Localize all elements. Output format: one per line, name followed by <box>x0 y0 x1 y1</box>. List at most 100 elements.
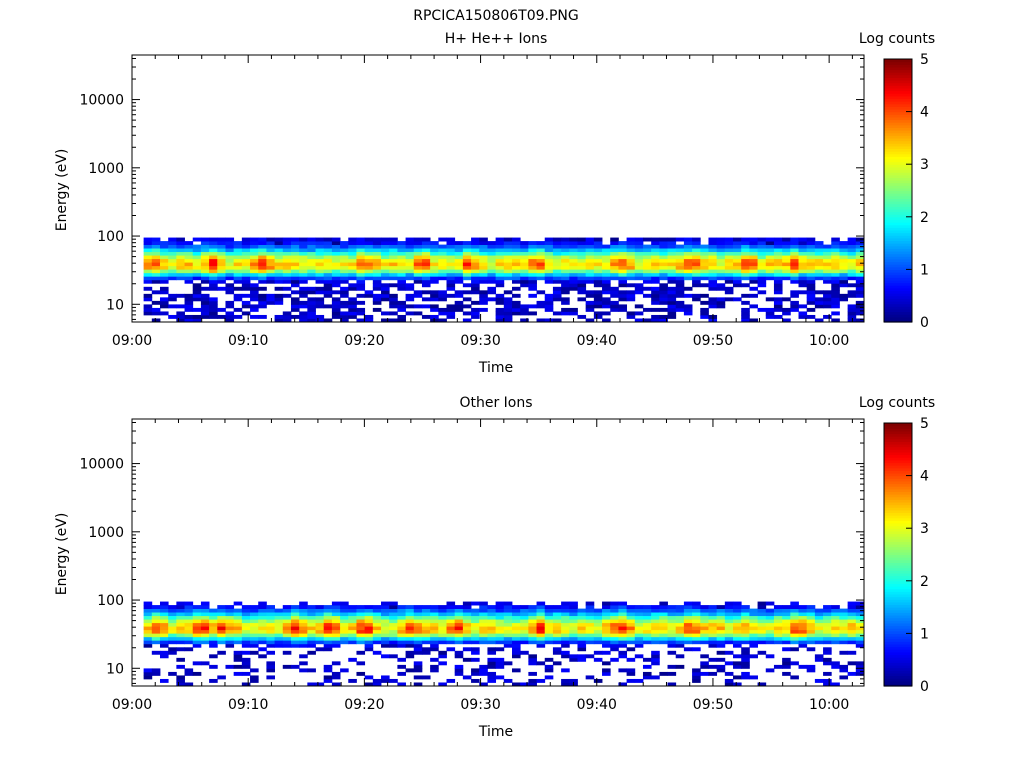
spectrogram-cell <box>839 283 849 288</box>
spectrogram-cell <box>773 269 783 274</box>
spectrogram-cell <box>782 633 791 638</box>
spectrogram-cell <box>176 622 185 627</box>
spectrogram-cell <box>430 276 439 281</box>
spectrogram-cell <box>544 276 554 281</box>
spectrogram-cell <box>823 244 832 249</box>
spectrogram-cell <box>520 276 529 281</box>
spectrogram-cell <box>823 647 832 652</box>
spectrogram-cell <box>209 251 218 256</box>
spectrogram-cell <box>471 272 480 277</box>
spectrogram-cell <box>258 248 267 253</box>
spectrogram-cell <box>855 300 865 305</box>
spectrogram-cell <box>626 241 636 245</box>
spectrogram-cell <box>225 258 235 263</box>
spectrogram-cell <box>266 276 275 281</box>
spectrogram-cell <box>610 636 619 641</box>
spectrogram-cell <box>806 626 816 631</box>
spectrogram-cell <box>168 276 177 281</box>
spectrogram-cell <box>274 636 284 641</box>
colorbar-segment <box>884 108 912 113</box>
spectrogram-cell <box>290 608 300 613</box>
spectrogram-cell <box>397 619 406 624</box>
spectrogram-cell <box>274 255 284 260</box>
spectrogram-cell <box>741 626 750 631</box>
spectrogram-cell <box>847 629 857 634</box>
spectrogram-cell <box>642 248 652 253</box>
spectrogram-cell <box>512 300 521 305</box>
spectrogram-cell <box>315 612 325 617</box>
spectrogram-cell <box>471 647 480 652</box>
spectrogram-cell <box>708 265 718 270</box>
spectrogram-cell <box>708 640 718 645</box>
spectrogram-cell <box>217 636 226 641</box>
colorbar-segment <box>884 308 912 313</box>
spectrogram-cell <box>233 622 243 627</box>
spectrogram-cell <box>741 605 750 609</box>
spectrogram-cell <box>323 318 333 323</box>
spectrogram-cell <box>364 241 374 245</box>
spectrogram-cell <box>814 654 824 659</box>
spectrogram-cell <box>307 311 316 316</box>
spectrogram-cell <box>168 650 177 655</box>
spectrogram-cell <box>577 626 587 631</box>
spectrogram-cell <box>773 251 783 256</box>
spectrogram-cell <box>708 272 718 277</box>
spectrogram-cell <box>176 314 185 319</box>
spectrogram-cell <box>176 258 185 263</box>
spectrogram-cell <box>790 307 799 312</box>
spectrogram-cell <box>855 671 865 676</box>
spectrogram-cell <box>618 258 628 263</box>
spectrogram-cell <box>421 244 431 249</box>
spectrogram-cell <box>413 304 423 309</box>
spectrogram-cell <box>675 258 685 263</box>
spectrogram-cell <box>585 272 595 277</box>
spectrogram-cell <box>405 237 415 242</box>
spectrogram-cell <box>733 636 742 641</box>
spectrogram-cell <box>520 279 529 284</box>
spectrogram-cell <box>847 269 857 274</box>
spectrogram-cell <box>200 619 210 624</box>
spectrogram-cell <box>503 258 513 263</box>
spectrogram-cell <box>168 619 177 624</box>
colorbar-segment <box>884 148 912 152</box>
spectrogram-cell <box>331 619 341 624</box>
spectrogram-cell <box>192 643 202 648</box>
spectrogram-cell <box>503 255 513 260</box>
spectrogram-cell <box>716 622 726 627</box>
spectrogram-cell <box>430 626 439 631</box>
spectrogram-cell <box>323 248 333 253</box>
colorbar-segment <box>884 169 912 173</box>
spectrogram-cell <box>503 661 513 666</box>
spectrogram-cell <box>217 605 226 609</box>
spectrogram-cell <box>618 307 628 312</box>
spectrogram-cell <box>274 272 284 277</box>
spectrogram-cell <box>348 612 357 617</box>
spectrogram-cell <box>618 615 628 620</box>
spectrogram-cell <box>503 276 513 281</box>
spectrogram-cell <box>610 304 619 309</box>
spectrogram-cell <box>315 241 325 245</box>
spectrogram-cell <box>716 258 726 263</box>
spectrogram-cell <box>790 241 799 245</box>
spectrogram-cell <box>250 290 259 295</box>
spectrogram-cell <box>569 612 578 617</box>
spectrogram-cell <box>552 241 562 245</box>
spectrogram-cell <box>446 262 456 267</box>
spectrogram-cell <box>708 643 718 648</box>
spectrogram-cell <box>610 626 619 631</box>
spectrogram-cell <box>798 626 808 631</box>
spectrogram-cell <box>831 661 840 666</box>
spectrogram-cell <box>536 258 546 263</box>
spectrogram-cell <box>209 272 218 277</box>
spectrogram-cell <box>741 636 750 641</box>
spectrogram-cell <box>331 633 341 638</box>
spectrogram-cell <box>405 605 415 609</box>
spectrogram-cell <box>331 241 341 245</box>
spectrogram-cell <box>471 255 480 260</box>
spectrogram-cell <box>397 643 406 648</box>
spectrogram-cell <box>855 276 865 281</box>
spectrogram-cell <box>716 237 726 242</box>
spectrogram-cell <box>413 664 423 669</box>
spectrogram-cell <box>733 262 742 267</box>
spectrogram-cell <box>192 307 202 312</box>
